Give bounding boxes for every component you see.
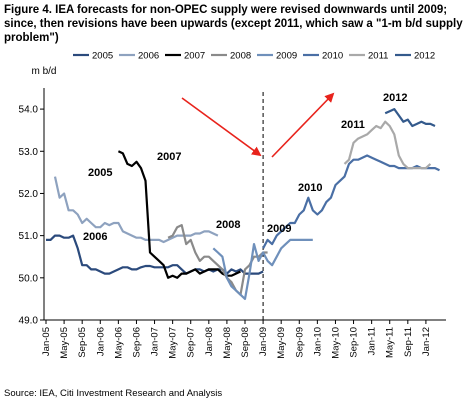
red-arrow-up (271, 92, 335, 158)
legend-label-2010: 2010 (322, 51, 343, 62)
x-tick-label: Jan-12 (421, 327, 432, 356)
y-tick-label: 52.0 (19, 189, 39, 200)
y-axis-label: m b/d (31, 66, 56, 77)
legend-label-2008: 2008 (230, 51, 251, 62)
x-tick-label: Jan-09 (258, 327, 269, 356)
legend-label-2009: 2009 (276, 51, 297, 62)
x-tick-label: May-07 (168, 327, 179, 359)
x-tick-label: May-10 (330, 327, 341, 359)
x-tick-label: Jan-05 (41, 327, 52, 356)
legend-label-2007: 2007 (184, 51, 205, 62)
x-tick-label: Jan-11 (367, 327, 378, 355)
source-note: Source: IEA, Citi Investment Research an… (4, 388, 223, 399)
x-tick-label: Sep-06 (131, 327, 142, 358)
legend-label-2011: 2011 (368, 51, 388, 62)
x-tick-label: Sep-07 (186, 327, 197, 358)
annotation-label-2006: 2006 (83, 231, 107, 243)
legend-label-2006: 2006 (138, 51, 159, 62)
series-line-2007 (117, 150, 241, 279)
x-tick-label: Jan-08 (204, 327, 215, 356)
annotation-label-2008: 2008 (216, 219, 240, 231)
annotation-label-2005: 2005 (88, 167, 112, 179)
series-line-2011 (343, 120, 432, 170)
x-tick-label: Jan-06 (95, 327, 106, 356)
legend-label-2005: 2005 (92, 51, 113, 62)
series-line-2006 (53, 176, 219, 244)
annotation-label-2007: 2007 (157, 151, 181, 163)
x-tick-label: Sep-08 (240, 327, 251, 358)
x-axis: Jan-05 May-05 Sep-05 Jan-06 May-06 Sep-06 Jan-… (41, 92, 446, 359)
x-tick-label: Jan-07 (150, 327, 161, 356)
series-line-2009 (212, 238, 313, 300)
y-tick-label: 53.0 (19, 147, 39, 158)
y-tick-label: 54.0 (19, 105, 39, 116)
x-tick-label: Sep-10 (349, 327, 360, 358)
x-tick-label: May-11 (385, 327, 396, 358)
legend: 2005 2006 2007 2008 2009 2010 2011 2012 (73, 51, 435, 62)
x-tick-label: Sep-05 (77, 327, 88, 358)
y-tick-label: 49.0 (19, 316, 39, 327)
y-tick-label: 51.0 (19, 231, 39, 242)
annotations: 2005 2006 2007 2008 2009 2010 2011 2012 (83, 92, 407, 243)
y-tick-label: 50.0 (19, 273, 39, 284)
annotation-label-2010: 2010 (298, 182, 322, 194)
x-tick-label: May-06 (113, 327, 124, 359)
series-line-2012 (384, 107, 436, 128)
annotation-label-2012: 2012 (383, 92, 407, 104)
series-lines (46, 107, 440, 300)
x-tick-label: Sep-11 (403, 327, 414, 357)
figure-title: Figure 4. IEA forecasts for non-OPEC sup… (4, 4, 463, 44)
series-line-2005 (46, 234, 264, 275)
y-axis: 49.0 50.0 51.0 52.0 53.0 54.0 (19, 88, 45, 327)
annotation-label-2009: 2009 (267, 223, 291, 235)
red-arrow-down (181, 97, 262, 157)
x-tick-label: May-09 (276, 327, 287, 359)
legend-label-2012: 2012 (414, 51, 435, 62)
x-tick-label: Jan-10 (312, 327, 323, 356)
x-tick-label: Sep-09 (294, 327, 305, 358)
x-tick-label: May-05 (59, 327, 70, 359)
x-tick-label: May-08 (222, 327, 233, 359)
annotation-label-2011: 2011 (341, 119, 365, 131)
